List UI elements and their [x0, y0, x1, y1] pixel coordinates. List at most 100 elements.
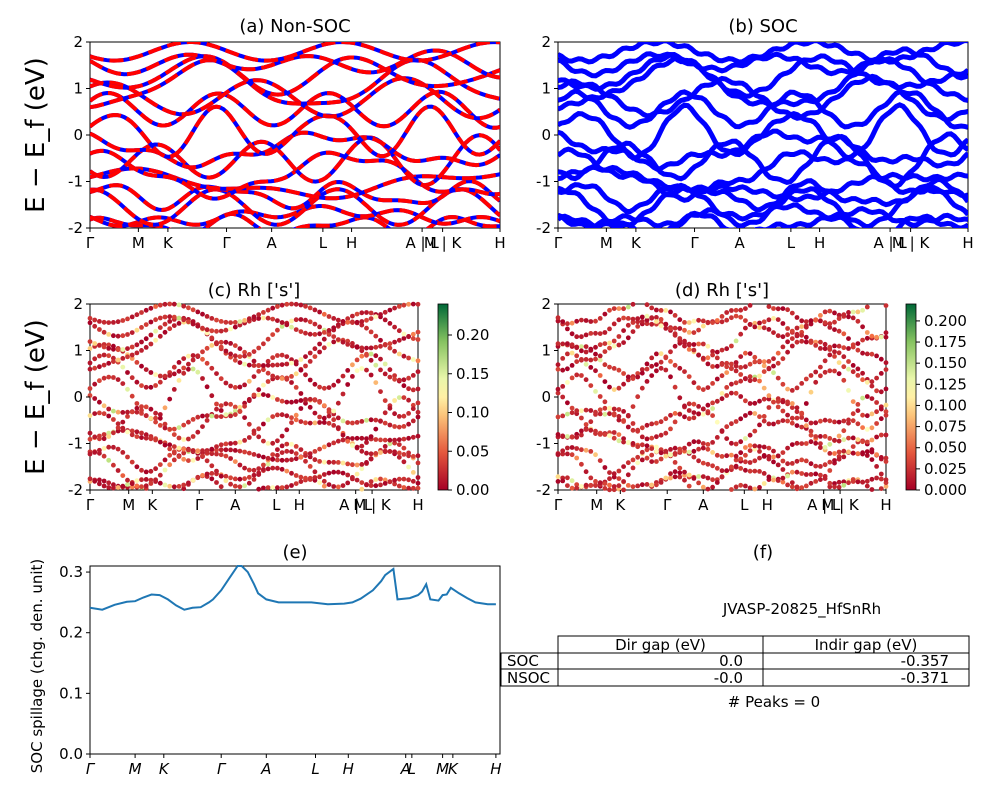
scatter-point: [186, 458, 191, 463]
scatter-point: [672, 419, 678, 425]
scatter-point: [565, 351, 570, 357]
scatter-point: [111, 430, 116, 436]
scatter-point: [134, 429, 140, 435]
scatter-point: [841, 345, 847, 351]
scatter-point: [686, 408, 692, 413]
scatter-point: [574, 455, 580, 461]
scatter-point: [785, 349, 790, 355]
scatter-point: [710, 381, 715, 386]
scatter-point: [251, 358, 257, 364]
scatter-point: [789, 484, 795, 490]
scatter-point: [101, 362, 107, 368]
scatter-point: [677, 411, 683, 417]
scatter-point: [171, 387, 177, 392]
scatter-point: [841, 482, 847, 488]
scatter-point: [822, 473, 828, 479]
scatter-point: [378, 343, 383, 349]
scatter-point: [368, 345, 374, 351]
scatter-point: [125, 386, 130, 392]
scatter-point: [724, 317, 730, 323]
scatter-point: [832, 481, 837, 486]
scatter-point: [714, 318, 720, 323]
x-tick-label: Γ: [195, 496, 204, 514]
scatter-point: [874, 434, 879, 440]
scatter-point: [864, 351, 870, 357]
scatter-point: [167, 426, 173, 432]
scatter-point: [120, 333, 126, 339]
scatter-point: [743, 325, 748, 331]
scatter-point: [827, 418, 833, 424]
scatter-point: [850, 479, 856, 484]
scatter-point: [827, 451, 833, 456]
scatter-point: [87, 451, 93, 457]
scatter-point: [92, 323, 98, 329]
scatter-point: [794, 415, 800, 421]
scatter-point: [373, 417, 379, 423]
scatter-point: [588, 348, 594, 353]
scatter-point: [836, 449, 842, 455]
scatter-point: [167, 326, 173, 332]
scatter-point: [396, 476, 402, 482]
scatter-point: [588, 383, 594, 388]
scatter-point: [794, 331, 800, 337]
scatter-point: [766, 405, 772, 410]
scatter-point: [223, 319, 229, 325]
scatter-point: [209, 446, 215, 452]
scatter-point: [836, 360, 842, 365]
scatter-point: [691, 342, 697, 347]
scatter-point: [719, 314, 725, 319]
scatter-point: [162, 442, 168, 448]
scatter-point: [583, 407, 589, 413]
scatter-point: [621, 340, 626, 345]
scatter-point: [129, 481, 135, 487]
scatter-point: [621, 464, 626, 469]
scatter-point: [883, 455, 889, 461]
scatter-point: [616, 417, 622, 423]
scatter-point: [691, 439, 697, 445]
scatter-point: [340, 470, 346, 476]
scatter-point: [307, 454, 313, 460]
y-tick-label: -1: [536, 173, 551, 191]
scatter-point: [579, 461, 584, 467]
scatter-point: [565, 411, 570, 417]
scatter-point: [293, 399, 299, 404]
scatter-point: [822, 462, 828, 468]
y-tick-label: 2: [541, 33, 551, 51]
scatter-point: [321, 483, 327, 489]
scatter-point: [832, 354, 837, 359]
scatter-point: [87, 413, 93, 418]
scatter-point: [359, 443, 365, 449]
scatter-point: [747, 443, 753, 448]
scatter-point: [134, 360, 140, 365]
scatter-point: [354, 344, 360, 350]
scatter-point: [101, 329, 107, 335]
scatter-point: [148, 481, 154, 486]
scatter-point: [780, 399, 786, 405]
scatter-point: [200, 325, 205, 331]
scatter-point: [696, 404, 701, 409]
scatter-point: [569, 375, 575, 381]
scatter-point: [658, 456, 664, 462]
scatter-point: [410, 331, 416, 337]
scatter-point: [275, 485, 280, 491]
colorbar-tick-label: 0.125: [924, 375, 967, 393]
scatter-point: [789, 420, 795, 426]
scatter-point: [190, 448, 196, 453]
scatter-point: [350, 462, 355, 468]
scatter-point: [761, 481, 767, 486]
scatter-point: [204, 330, 210, 336]
scatter-point: [293, 456, 299, 462]
scatter-point: [125, 370, 130, 375]
scatter-point: [747, 432, 753, 438]
scatter-point: [387, 307, 393, 313]
scatter-point: [569, 410, 575, 416]
scatter-point: [841, 437, 847, 443]
scatter-point: [785, 332, 790, 338]
spillage-ylabel: SOC spillage (chg. den. unit): [28, 559, 46, 774]
scatter-point: [864, 427, 870, 432]
scatter-point: [644, 422, 650, 428]
scatter-point: [869, 425, 875, 431]
scatter-point: [92, 317, 98, 323]
scatter-point: [785, 339, 790, 345]
